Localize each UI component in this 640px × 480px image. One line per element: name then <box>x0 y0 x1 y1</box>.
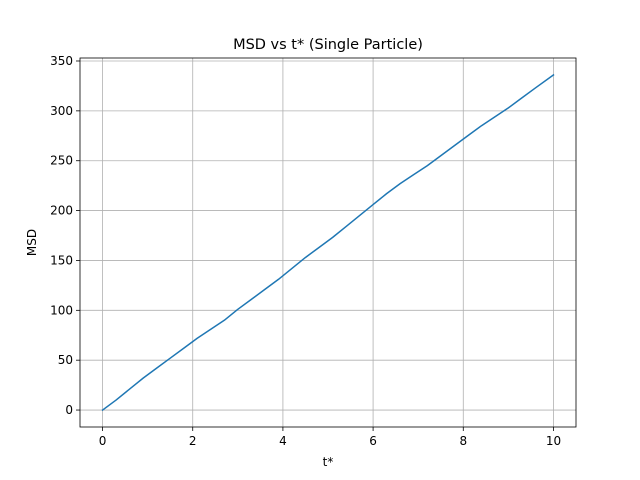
y-tick-label: 0 <box>65 403 73 417</box>
x-tick-label: 4 <box>279 434 287 448</box>
y-tick-label: 150 <box>50 253 73 267</box>
y-axis-label: MSD <box>25 229 39 256</box>
x-axis-label: t* <box>323 455 334 469</box>
y-tick-label: 350 <box>50 54 73 68</box>
series-layer <box>101 73 555 412</box>
y-tick-label: 100 <box>50 303 73 317</box>
x-tick-label: 0 <box>99 434 107 448</box>
msd-series-line <box>101 73 555 412</box>
plot-frame <box>79 57 577 428</box>
y-tick-label: 300 <box>50 104 73 118</box>
x-tick-label: 2 <box>189 434 197 448</box>
y-tick-label: 250 <box>50 154 73 168</box>
x-tick-label: 10 <box>546 434 561 448</box>
y-tick-label: 200 <box>50 204 73 218</box>
x-tick-label: 6 <box>369 434 377 448</box>
y-tick-label: 50 <box>58 353 73 367</box>
grid-layer <box>80 58 576 427</box>
x-tick-label: 8 <box>459 434 467 448</box>
chart-title: MSD vs t* (Single Particle) <box>233 37 423 53</box>
